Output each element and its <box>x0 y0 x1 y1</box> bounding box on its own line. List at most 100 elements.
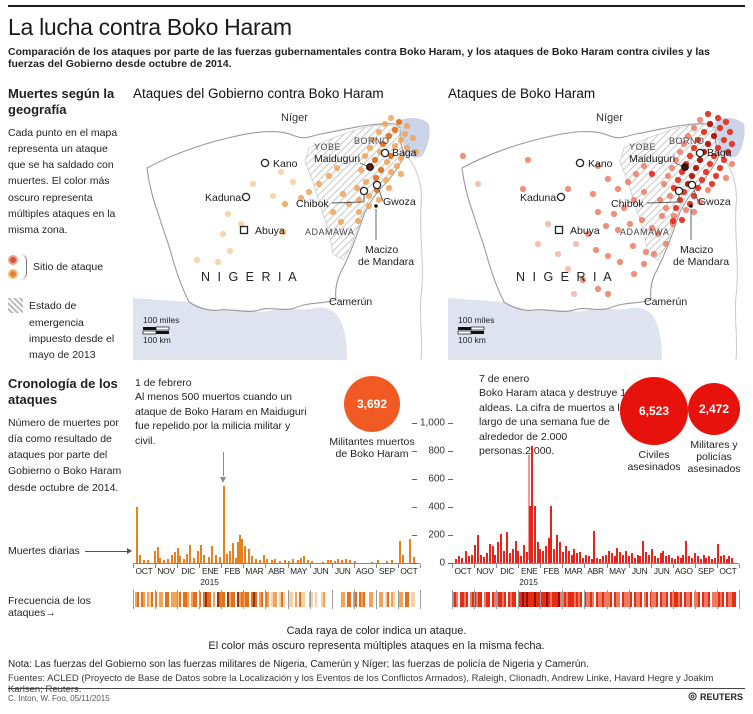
attack-tick <box>510 592 512 607</box>
city-marker-square <box>554 225 564 235</box>
deaths-bar <box>523 545 526 563</box>
frequency-strip-left <box>133 590 421 609</box>
deaths-bar <box>214 554 217 563</box>
deaths-bar <box>665 556 668 563</box>
deaths-bar <box>139 555 142 563</box>
map-label: de Mandara <box>358 256 414 268</box>
deaths-bar <box>167 558 170 563</box>
attack-dot <box>640 260 648 268</box>
attack-dot <box>355 196 363 204</box>
attack-tick <box>233 592 235 607</box>
note-text: Nota: Las fuerzas del Gobierno son las f… <box>8 659 589 670</box>
attack-dot <box>672 156 680 164</box>
month-tick-label: FEB <box>543 566 560 576</box>
attack-dot <box>698 176 706 184</box>
deaths-bar <box>391 560 394 563</box>
deaths-bar <box>491 546 494 563</box>
attack-dot <box>329 208 337 216</box>
attack-tick <box>207 592 209 607</box>
attack-tick <box>696 592 698 607</box>
attack-dot <box>712 172 720 180</box>
month-tick-label: JUN <box>334 566 351 576</box>
geography-heading: Muertes según la geografía <box>8 86 115 118</box>
attack-tick <box>558 592 560 607</box>
deaths-bar <box>183 559 186 563</box>
attack-dot <box>710 132 718 140</box>
attack-dot <box>672 204 680 212</box>
deaths-bar <box>402 555 405 563</box>
attack-tick <box>480 592 482 607</box>
attack-tick <box>271 592 273 607</box>
map-title-government: Ataques del Gobierno contra Boko Haram <box>133 86 384 101</box>
month-tick-label: ENE <box>520 566 538 576</box>
attack-tick <box>476 592 478 607</box>
chart-bokoharam-deaths <box>452 423 739 564</box>
city-marker-open <box>556 192 566 202</box>
attack-tick <box>379 592 381 607</box>
deaths-bar <box>668 554 671 563</box>
attack-dot <box>726 128 734 136</box>
deaths-bar <box>296 560 299 563</box>
attack-dot <box>714 114 722 122</box>
attack-tick <box>283 592 285 607</box>
annotation-jan7: 7 de enero Boko Haram ataca y destruye 1… <box>479 372 639 459</box>
attack-tick <box>722 592 724 607</box>
map-label: Gwoza <box>383 196 416 208</box>
deaths-bar <box>239 534 242 563</box>
deaths-bar <box>531 445 534 563</box>
deaths-bar <box>503 550 506 563</box>
attack-dot <box>381 120 389 128</box>
attack-tick <box>670 592 672 607</box>
attack-dot-red-icon <box>8 255 18 266</box>
attack-tick <box>512 592 514 607</box>
attack-dot <box>524 156 532 164</box>
deaths-bar <box>266 558 269 563</box>
deaths-bar <box>170 554 173 563</box>
attack-dot <box>193 256 201 264</box>
deaths-bar <box>590 559 593 563</box>
deaths-bar <box>283 559 286 563</box>
deaths-bar <box>619 552 622 563</box>
geography-body: Cada punto en el mapa representa un ataq… <box>8 126 118 237</box>
annotation-arrow-icon <box>220 477 227 483</box>
attack-dot <box>579 276 587 284</box>
attack-tick <box>321 592 323 607</box>
deaths-bar <box>550 506 553 563</box>
attack-dot <box>710 152 718 160</box>
map-label: Abuya <box>570 225 600 237</box>
attack-tick <box>488 592 490 607</box>
attack-tick <box>205 592 207 607</box>
attack-tick <box>151 592 153 607</box>
deaths-bar <box>270 560 273 563</box>
month-tick-label: ABR <box>268 566 285 576</box>
deaths-bar <box>482 557 485 563</box>
attack-tick <box>630 592 632 607</box>
attack-tick <box>209 592 211 607</box>
attack-dot <box>722 118 730 126</box>
deaths-bar <box>536 542 539 563</box>
deaths-bar <box>539 549 542 563</box>
attack-dot <box>412 148 420 156</box>
attack-tick <box>135 592 137 607</box>
year-label-right: 2015 <box>519 577 538 587</box>
attack-dot <box>630 196 638 204</box>
svg-text:100 miles: 100 miles <box>458 315 494 325</box>
deaths-bar <box>485 553 488 563</box>
attack-dot <box>219 230 227 238</box>
attack-dot <box>383 158 391 166</box>
attack-tick <box>241 592 243 607</box>
attack-dot <box>682 206 690 214</box>
attack-tick <box>528 592 530 607</box>
attack-dot <box>333 164 341 172</box>
deaths-bar <box>303 555 306 563</box>
attack-tick <box>524 592 526 607</box>
deaths-bar <box>476 535 479 563</box>
attack-dot <box>690 124 698 132</box>
attack-tick <box>275 592 277 607</box>
attack-dot <box>345 200 353 208</box>
attack-tick <box>666 592 668 607</box>
attack-tick <box>688 592 690 607</box>
stat-circle-label: Militares y policías asesinados <box>687 439 741 476</box>
attack-tick <box>486 592 488 607</box>
attack-tick <box>706 592 708 607</box>
